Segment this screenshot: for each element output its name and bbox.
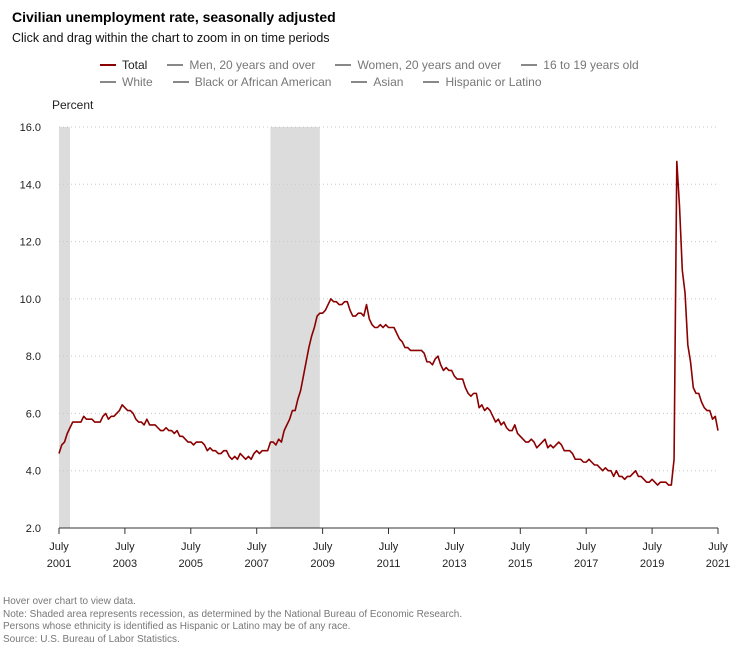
legend-swatch: [521, 63, 538, 66]
x-tick-year: 2009: [310, 558, 334, 570]
legend-item-asian[interactable]: Asian: [351, 73, 403, 90]
y-tick-labels: 2.0 4.0 6.0 8.0 10.0 12.0 14.0 16.0: [20, 122, 41, 535]
x-tick-year: 2005: [179, 558, 203, 570]
legend-item-men[interactable]: Men, 20 years and over: [167, 56, 315, 73]
recession-bar: [270, 127, 320, 528]
y-axis-label: Percent: [52, 98, 94, 112]
legend-label: Black or African American: [194, 74, 332, 89]
chart-title: Civilian unemployment rate, seasonally a…: [12, 9, 336, 25]
x-tick-month: July: [708, 541, 728, 553]
x-tick-year: 2017: [574, 558, 598, 570]
x-tick-year: 2007: [244, 558, 268, 570]
x-tick-month: July: [181, 541, 201, 553]
legend: Total Men, 20 years and over Women, 20 y…: [100, 56, 700, 90]
legend-row-2: White Black or African American Asian Hi…: [100, 73, 700, 90]
x-tick-labels: July 2001 July 2003 July 2005 July 2007 July 2009…: [47, 528, 730, 570]
chart-subtitle: Click and drag within the chart to zoom …: [12, 31, 330, 45]
legend-label: White: [122, 74, 153, 89]
y-tick-label: 6.0: [26, 408, 41, 420]
legend-swatch: [100, 63, 116, 66]
x-tick-year: 2011: [377, 558, 401, 570]
legend-label: Asian: [373, 74, 404, 89]
recession-note: Note: Shaded area represents recession, …: [3, 608, 463, 620]
x-tick-year: 2013: [442, 558, 466, 570]
legend-swatch: [167, 63, 184, 66]
ethnicity-note: Persons whose ethnicity is identified as…: [3, 621, 351, 632]
x-tick-month: July: [247, 541, 267, 553]
x-tick-year: 2021: [706, 558, 730, 570]
chart-plot-area[interactable]: 2.04.06.08.010.012.014.016.0 July2001Jul…: [0, 0, 736, 590]
y-tick-label: 4.0: [26, 466, 41, 478]
legend-item-total[interactable]: Total: [100, 56, 147, 73]
x-tick-year: 2019: [640, 558, 664, 570]
legend-swatch: [423, 80, 440, 83]
x-tick-year: 2001: [47, 558, 71, 570]
legend-item-teens[interactable]: 16 to 19 years old: [521, 56, 639, 73]
y-tick-label: 10.0: [20, 294, 41, 306]
y-tick-label: 2.0: [26, 523, 41, 535]
legend-label: Men, 20 years and over: [189, 57, 316, 72]
x-tick-month: July: [576, 541, 596, 553]
x-tick-month: July: [115, 541, 135, 553]
series: [58, 160, 719, 486]
x-tick-month: July: [642, 541, 662, 553]
legend-item-black[interactable]: Black or African American: [172, 73, 332, 90]
legend-item-hispanic[interactable]: Hispanic or Latino: [423, 73, 542, 90]
x-tick-month: July: [379, 541, 399, 553]
x-tick-month: July: [445, 541, 465, 553]
y-tick-label: 16.0: [20, 122, 41, 134]
footnotes: Hover over chart to view data. Note: Sha…: [3, 596, 462, 646]
legend-item-white[interactable]: White: [100, 73, 153, 90]
source-note: Source: U.S. Bureau of Labor Statistics.: [3, 633, 180, 645]
x-tick-month: July: [511, 541, 531, 553]
legend-label: 16 to 19 years old: [543, 57, 639, 72]
y-tick-label: 12.0: [20, 237, 41, 249]
x-tick-month: July: [49, 541, 69, 553]
series-line-total: [58, 160, 719, 486]
recession-shading: [59, 127, 320, 528]
legend-swatch: [172, 80, 189, 83]
legend-label: Women, 20 years and over: [357, 57, 502, 72]
y-tick-label: 14.0: [20, 179, 41, 191]
x-tick-month: July: [313, 541, 333, 553]
legend-swatch: [335, 63, 352, 66]
legend-label: Total: [122, 57, 148, 72]
legend-swatch: [100, 80, 116, 83]
y-tick-label: 8.0: [26, 351, 41, 363]
legend-row-1: Total Men, 20 years and over Women, 20 y…: [100, 56, 700, 73]
x-tick-year: 2003: [113, 558, 137, 570]
recession-bar: [59, 127, 70, 528]
hover-hint: Hover over chart to view data.: [3, 596, 136, 607]
legend-swatch: [351, 80, 368, 83]
legend-item-women[interactable]: Women, 20 years and over: [335, 56, 501, 73]
legend-label: Hispanic or Latino: [445, 74, 542, 89]
x-tick-year: 2015: [508, 558, 532, 570]
